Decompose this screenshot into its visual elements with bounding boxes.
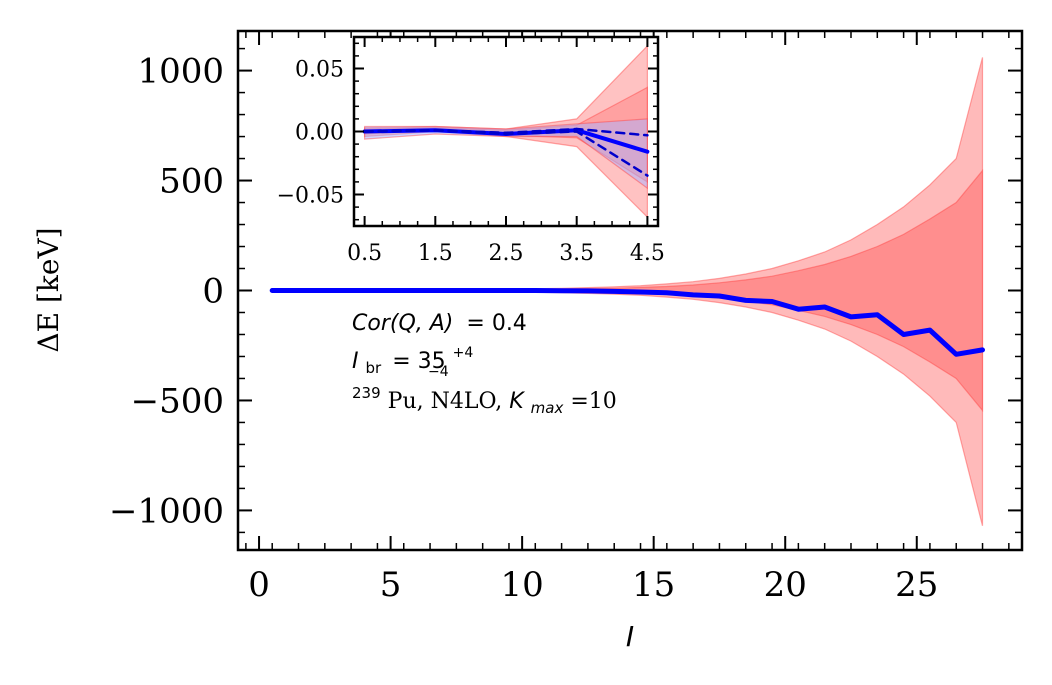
main-series-0-point xyxy=(744,299,747,302)
inset-band-2 xyxy=(364,118,648,190)
inset-y-tick-label: −0.05 xyxy=(277,184,344,209)
inset-series-2-point xyxy=(504,132,508,136)
annotation-k-sub: max xyxy=(531,399,564,417)
main-series-0-point xyxy=(876,313,879,316)
main-y-tick-label: −1000 xyxy=(109,491,224,531)
inset-y-tick-label: 0.05 xyxy=(295,58,344,83)
annotation-k-symbol: K xyxy=(509,389,525,414)
main-series-0-point xyxy=(323,289,326,292)
inset-series-1-point xyxy=(646,134,649,137)
main-series-0-point xyxy=(586,289,590,293)
inset-plot: 0.5 1.5 2.5 3.5 4.5 0.05 0.00 −0.05 xyxy=(277,35,665,266)
main-series-0-point xyxy=(507,289,511,292)
main-y-tick-label: 500 xyxy=(159,162,224,202)
main-series-0-point xyxy=(271,289,274,292)
main-x-tick-label: 20 xyxy=(764,565,807,605)
inset-series-0-point xyxy=(646,150,649,153)
annotation-band-spin-upper: +4 xyxy=(453,345,474,361)
annotation-band-spin-value: = 35 xyxy=(392,349,445,374)
inset-x-tick-label: 4.5 xyxy=(630,241,665,266)
main-x-tick-label: 10 xyxy=(501,565,544,605)
main-y-tick-label: 0 xyxy=(202,272,224,312)
inset-series-2-point xyxy=(575,130,578,133)
y-axis-label: ΔE [keV] xyxy=(32,227,65,352)
main-x-tick-label: 15 xyxy=(632,565,675,605)
main-plot-frame xyxy=(236,29,1024,552)
main-series-line-0 xyxy=(269,288,985,357)
main-series-0-point xyxy=(349,289,353,292)
annotation-band-spin-sub: br xyxy=(366,359,383,377)
main-series-0-point xyxy=(297,289,300,292)
main-x-tick-label: 5 xyxy=(380,565,402,605)
main-series-0-point xyxy=(691,293,695,297)
main-series-0-point xyxy=(639,290,642,294)
inset-x-tick-label: 3.5 xyxy=(559,241,594,266)
x-axis-label: I xyxy=(626,620,634,653)
inset-ticks: 0.5 1.5 2.5 3.5 4.5 0.05 0.00 −0.05 xyxy=(277,37,665,266)
main-series-0-point xyxy=(928,328,932,332)
annotation-correlation-value: = 0.4 xyxy=(466,311,526,336)
annotation-correlation: Cor(Q, A) = 0.4 xyxy=(352,311,527,336)
inset-plot-frame xyxy=(352,35,660,228)
main-series-0-point xyxy=(455,289,458,292)
main-series-0-point xyxy=(981,348,984,352)
inset-x-tick-label: 2.5 xyxy=(489,241,524,266)
main-y-tick-label: 1000 xyxy=(137,52,224,92)
main-y-tick-label: −500 xyxy=(131,381,224,421)
main-series-0-point xyxy=(376,289,379,292)
main-series-0-point xyxy=(428,289,432,292)
main-plot: 0 5 10 15 20 25 1000 500 0 −500 −1000 Cor(Q, A) = … xyxy=(32,29,1024,653)
annotation-nucleus-text: Pu, N4LO, xyxy=(388,389,510,414)
main-series-lines xyxy=(269,288,985,357)
inset-x-tick-label: 1.5 xyxy=(418,241,453,266)
inset-x-tick-label: 0.5 xyxy=(347,241,382,266)
main-ticks: 0 5 10 15 20 25 1000 500 0 −500 −1000 xyxy=(109,31,1022,605)
main-annotations: Cor(Q, A) = 0.4 I br = 35 +4 −4 239 Pu, … xyxy=(352,311,617,419)
main-series-0-point xyxy=(560,289,563,292)
main-x-tick-label: 25 xyxy=(895,565,938,605)
main-series-0-point xyxy=(770,300,774,303)
main-series-0-point xyxy=(534,289,537,292)
main-series-0-point xyxy=(823,305,826,309)
annotation-band-spin-symbol: I xyxy=(352,349,359,374)
inset-series-1-point xyxy=(575,127,578,131)
inset-series-2-point xyxy=(646,174,649,177)
main-series-0-point xyxy=(481,289,484,292)
main-series-0-point xyxy=(797,308,800,311)
main-series-0-point xyxy=(613,290,616,293)
inset-series-2-point xyxy=(434,129,437,132)
main-series-0-point xyxy=(402,289,405,292)
main-series-0-point xyxy=(849,315,853,319)
main-x-tick-label: 0 xyxy=(248,565,270,605)
annotation-mass-number: 239 xyxy=(352,384,381,402)
main-series-0-point xyxy=(718,294,721,298)
annotation-correlation-lhs: Cor(Q, A) xyxy=(352,311,453,336)
main-series-0-point xyxy=(665,291,668,294)
annotation-nucleus: 239 Pu, N4LO, K max =10 xyxy=(352,379,617,419)
inset-y-tick-label: 0.00 xyxy=(295,121,344,146)
annotation-k-value: =10 xyxy=(570,389,616,414)
main-series-0-point xyxy=(955,353,958,356)
annotation-band-spin-lower: −4 xyxy=(428,364,449,380)
main-series-0-point xyxy=(902,333,905,336)
annotation-band-spin: I br = 35 +4 xyxy=(352,345,473,379)
inset-series-lines xyxy=(362,127,650,177)
